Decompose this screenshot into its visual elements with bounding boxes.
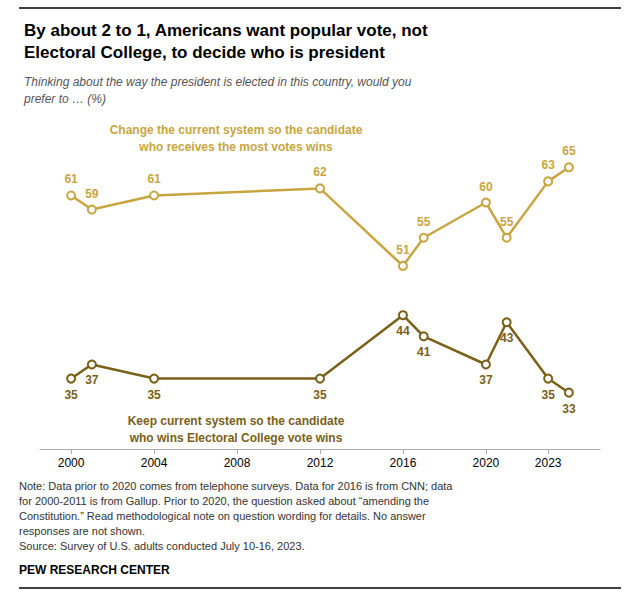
svg-text:2000: 2000 xyxy=(58,456,85,470)
svg-text:43: 43 xyxy=(500,331,514,345)
svg-text:61: 61 xyxy=(147,172,161,186)
svg-text:Thinking about the way the pre: Thinking about the way the president is … xyxy=(24,75,412,89)
svg-text:55: 55 xyxy=(500,215,514,229)
svg-text:Change the current system so t: Change the current system so the candida… xyxy=(110,123,363,137)
svg-text:Constitution.” Read methodolog: Constitution.” Read methodological note … xyxy=(19,510,426,522)
svg-text:Note: Data prior to 2020 comes: Note: Data prior to 2020 comes from tele… xyxy=(19,480,453,492)
svg-text:2016: 2016 xyxy=(390,456,417,470)
svg-text:PEW RESEARCH CENTER: PEW RESEARCH CENTER xyxy=(19,563,170,577)
svg-text:55: 55 xyxy=(417,215,431,229)
svg-text:44: 44 xyxy=(396,324,410,338)
svg-text:who wins Electoral College vot: who wins Electoral College vote wins xyxy=(129,431,343,445)
svg-text:Keep current system so the can: Keep current system so the candidate xyxy=(128,414,345,428)
svg-text:37: 37 xyxy=(479,373,493,387)
svg-text:60: 60 xyxy=(479,180,493,194)
svg-text:2023: 2023 xyxy=(535,456,562,470)
svg-text:35: 35 xyxy=(147,388,161,402)
svg-text:2008: 2008 xyxy=(224,456,251,470)
svg-text:for 2000-2011 is from Gallup.: for 2000-2011 is from Gallup. Prior to 2… xyxy=(19,495,429,507)
svg-text:62: 62 xyxy=(313,165,327,179)
svg-text:2004: 2004 xyxy=(141,456,168,470)
svg-text:51: 51 xyxy=(396,243,410,257)
svg-text:61: 61 xyxy=(64,172,78,186)
svg-text:2020: 2020 xyxy=(473,456,500,470)
svg-text:35: 35 xyxy=(313,388,327,402)
svg-text:33: 33 xyxy=(562,402,576,416)
svg-text:prefer to … (%): prefer to … (%) xyxy=(23,92,106,106)
svg-text:63: 63 xyxy=(541,158,555,172)
svg-text:37: 37 xyxy=(85,373,99,387)
svg-text:Source: Survey of U.S. adults: Source: Survey of U.S. adults conducted … xyxy=(19,540,305,552)
svg-text:65: 65 xyxy=(562,144,576,158)
svg-text:41: 41 xyxy=(417,345,431,359)
svg-text:35: 35 xyxy=(541,388,555,402)
svg-text:By about 2 to 1, Americans wan: By about 2 to 1, Americans want popular … xyxy=(24,21,428,40)
svg-text:2012: 2012 xyxy=(307,456,334,470)
svg-text:who receives the most votes wi: who receives the most votes wins xyxy=(138,140,333,154)
svg-text:59: 59 xyxy=(85,187,99,201)
svg-text:responses are not shown.: responses are not shown. xyxy=(19,525,145,537)
svg-text:Electoral College, to decide w: Electoral College, to decide who is pres… xyxy=(24,43,385,62)
svg-text:35: 35 xyxy=(64,388,78,402)
